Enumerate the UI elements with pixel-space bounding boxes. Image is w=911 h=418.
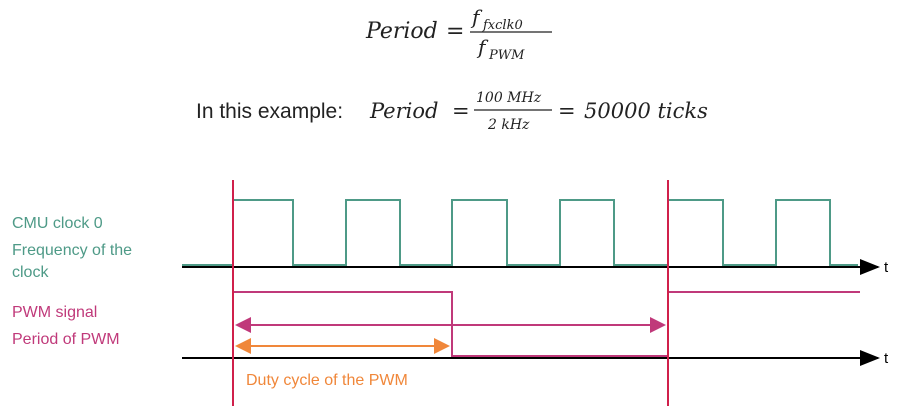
signal-labels: CMU clock 0 Frequency of the clock PWM s… bbox=[12, 215, 132, 348]
duty-cycle-label: Duty cycle of the PWM bbox=[246, 372, 408, 389]
example-result: 50000 ticks bbox=[584, 99, 708, 123]
label-pwm-signal: PWM signal bbox=[12, 304, 97, 321]
label-frequency-line1: Frequency of the bbox=[12, 242, 132, 259]
example-equals: = bbox=[452, 99, 470, 123]
pwm-axis-t-label: t bbox=[884, 350, 889, 367]
clock-waveform bbox=[182, 199, 858, 266]
example-lhs: Period bbox=[369, 99, 438, 123]
example-equals-2: = bbox=[558, 99, 576, 123]
formula-numerator-sub: fxclk0 bbox=[482, 18, 523, 33]
formula-equals: = bbox=[446, 19, 464, 44]
example-prefix: In this example: bbox=[196, 100, 343, 123]
formula-lhs: Period bbox=[365, 19, 438, 44]
example-numerator: 100 MHz bbox=[476, 90, 542, 106]
label-pwm-period: Period of PWM bbox=[12, 331, 120, 348]
label-frequency-line2: clock bbox=[12, 264, 49, 281]
example-denominator: 2 kHz bbox=[487, 117, 530, 133]
formula-numerator: f bbox=[470, 5, 483, 29]
formula-denominator: f bbox=[476, 35, 489, 59]
example-formula: In this example: Period = 100 MHz 2 kHz … bbox=[196, 90, 708, 133]
clock-axis-t-label: t bbox=[884, 259, 889, 276]
formula-denominator-sub: PWM bbox=[488, 48, 525, 63]
label-cmu-clock: CMU clock 0 bbox=[12, 215, 103, 232]
period-formula: Period = f fxclk0 f PWM bbox=[365, 5, 552, 63]
